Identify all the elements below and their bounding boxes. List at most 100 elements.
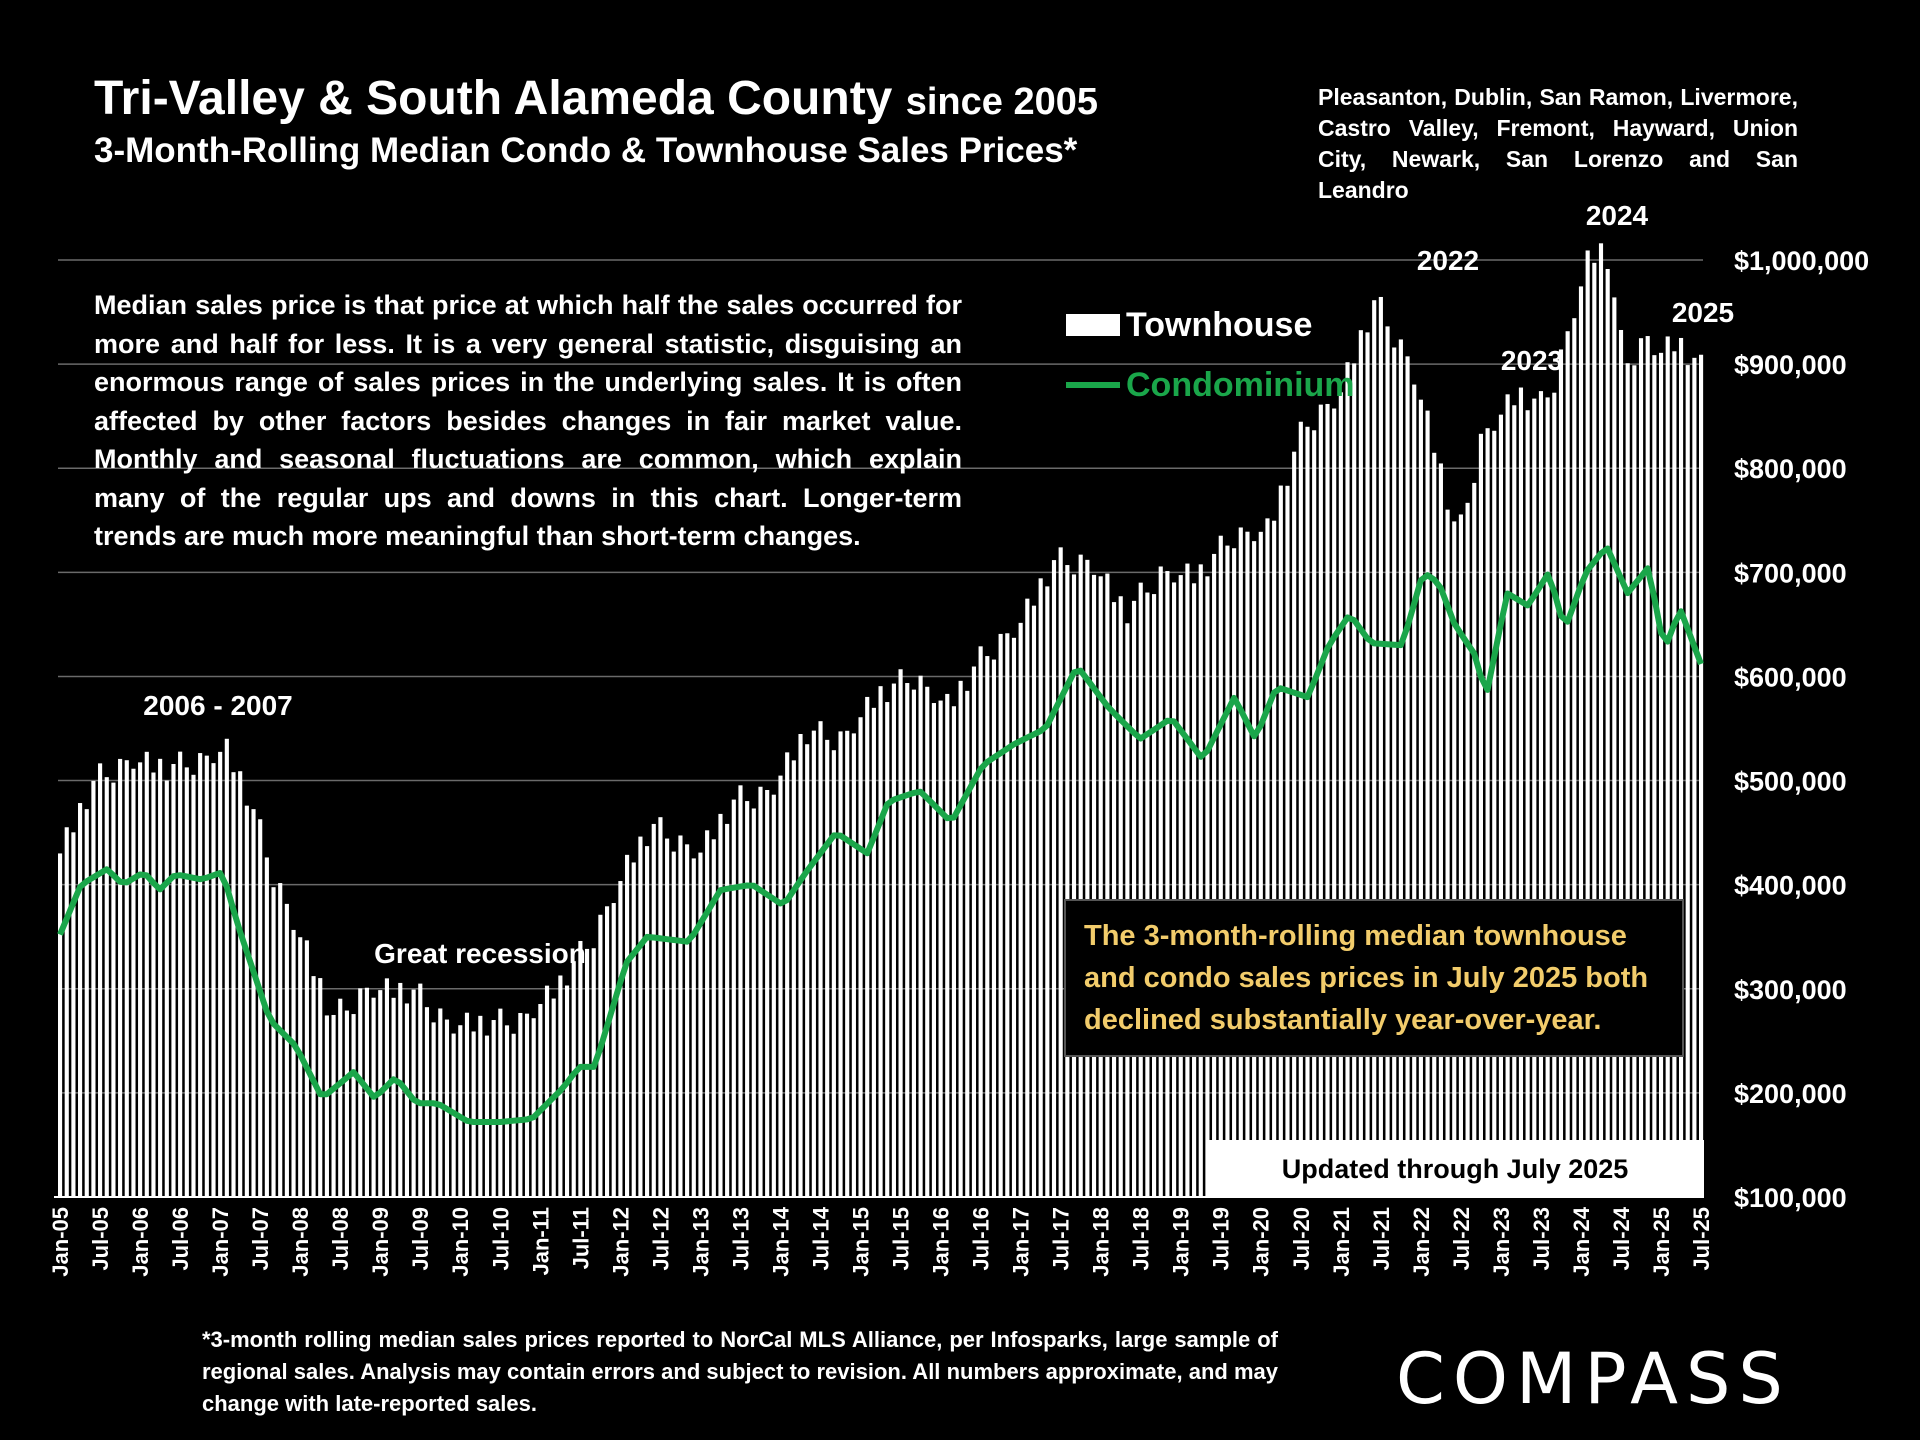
townhouse-bar [224,738,229,1197]
townhouse-bar [865,696,870,1197]
x-tick-label: Jan-24 [1569,1206,1594,1276]
x-tick-label: Jan-16 [929,1207,954,1277]
townhouse-bar [625,854,630,1197]
x-tick-label: Jan-13 [688,1207,713,1277]
townhouse-bar [1665,336,1670,1198]
townhouse-bar [1472,482,1477,1198]
townhouse-bar [191,774,196,1197]
x-tick-label: Jan-11 [528,1207,553,1276]
townhouse-bar [1265,518,1270,1197]
townhouse-bar [198,753,203,1197]
x-tick-label: Jan-17 [1009,1207,1034,1277]
townhouse-bar [184,767,189,1197]
townhouse-bar [591,948,596,1197]
townhouse-bar [1051,560,1057,1197]
townhouse-bar [1385,326,1390,1197]
townhouse-bar [891,683,896,1197]
townhouse-bar [504,1025,510,1197]
townhouse-bar [671,851,676,1197]
legend-item-condominium: Condominium [1066,355,1355,415]
townhouse-bar [1318,404,1323,1197]
chart-legend: Townhouse Condominium [1066,295,1355,415]
townhouse-bar [1658,352,1664,1197]
townhouse-bar [498,1008,503,1197]
townhouse-bar [138,762,143,1197]
townhouse-bar [1298,421,1303,1197]
townhouse-bar [471,1031,476,1197]
townhouse-bar [58,853,63,1197]
townhouse-bar [1118,596,1123,1197]
annotation-label: 2006 - 2007 [143,690,292,721]
y-tick-label: $1,000,000 [1734,246,1869,276]
townhouse-bar [1305,426,1310,1197]
townhouse-bar [571,961,576,1197]
townhouse-bar [858,717,863,1197]
x-tick-label: Jan-14 [768,1206,793,1276]
x-tick-label: Jan-08 [288,1207,313,1277]
townhouse-bar [291,929,296,1197]
townhouse-bar [1378,296,1383,1197]
townhouse-bar [1085,559,1090,1197]
townhouse-bar [1005,633,1010,1197]
townhouse-bar [1218,535,1223,1197]
townhouse-bar [1358,330,1363,1197]
townhouse-bar [1058,547,1063,1197]
x-tick-label: Jul-20 [1289,1207,1314,1271]
townhouse-bar [1031,605,1037,1197]
townhouse-bar [1138,582,1143,1197]
townhouse-bar [1458,514,1463,1197]
townhouse-bar [1632,365,1637,1197]
townhouse-bar [945,693,950,1197]
townhouse-bar [464,1012,470,1197]
y-tick-label: $300,000 [1734,975,1847,1005]
townhouse-bar [238,771,243,1197]
annotation-label: 2024 [1586,200,1649,231]
townhouse-bar [418,983,423,1197]
title-line-1: Tri-Valley & South Alameda County since … [94,72,1098,129]
townhouse-bar [604,906,610,1197]
townhouse-bar [271,887,276,1197]
townhouse-bar [898,669,903,1197]
townhouse-bar [1645,336,1650,1197]
y-tick-label: $200,000 [1734,1079,1847,1109]
townhouse-bar [965,690,970,1197]
townhouse-bar [1038,578,1043,1197]
townhouse-bar [645,846,650,1197]
townhouse-bar [931,703,937,1197]
townhouse-bar [284,903,289,1197]
townhouse-bar [1198,564,1203,1197]
x-tick-label: Jul-24 [1609,1206,1634,1270]
townhouse-bar [431,1022,436,1197]
townhouse-bar [318,978,323,1197]
townhouse-bar [1685,365,1690,1197]
townhouse-bar [1145,592,1150,1197]
townhouse-bar [998,633,1003,1197]
x-tick-label: Jul-14 [808,1206,833,1270]
x-tick-label: Jul-09 [408,1207,433,1271]
title-suffix: since 2005 [905,81,1098,123]
townhouse-bar [1612,297,1617,1198]
townhouse-bar [1278,485,1283,1198]
townhouse-bar [324,1015,329,1197]
townhouse-bar [1412,384,1417,1198]
townhouse-bar [1598,243,1604,1198]
chart-title: Tri-Valley & South Alameda County since … [94,72,1098,173]
townhouse-bar [1498,414,1504,1198]
townhouse-bar [751,808,756,1197]
x-tick-label: Jul-13 [728,1207,753,1271]
legend-swatch-condominium [1066,382,1120,388]
x-tick-label: Jul-21 [1369,1207,1394,1271]
townhouse-bar [1131,600,1137,1197]
townhouse-bar [1418,399,1423,1197]
x-tick-label: Jul-11 [568,1207,593,1269]
townhouse-bar [211,763,216,1197]
townhouse-bar [1652,355,1657,1197]
townhouse-bar [278,883,283,1197]
townhouse-bar [84,809,89,1197]
townhouse-bar [1578,286,1584,1197]
townhouse-bar [1572,318,1577,1197]
x-tick-label: Jan-12 [608,1207,633,1277]
x-tick-label: Jul-10 [488,1207,513,1271]
x-tick-label: Jul-05 [88,1207,113,1271]
townhouse-bar [244,805,249,1197]
